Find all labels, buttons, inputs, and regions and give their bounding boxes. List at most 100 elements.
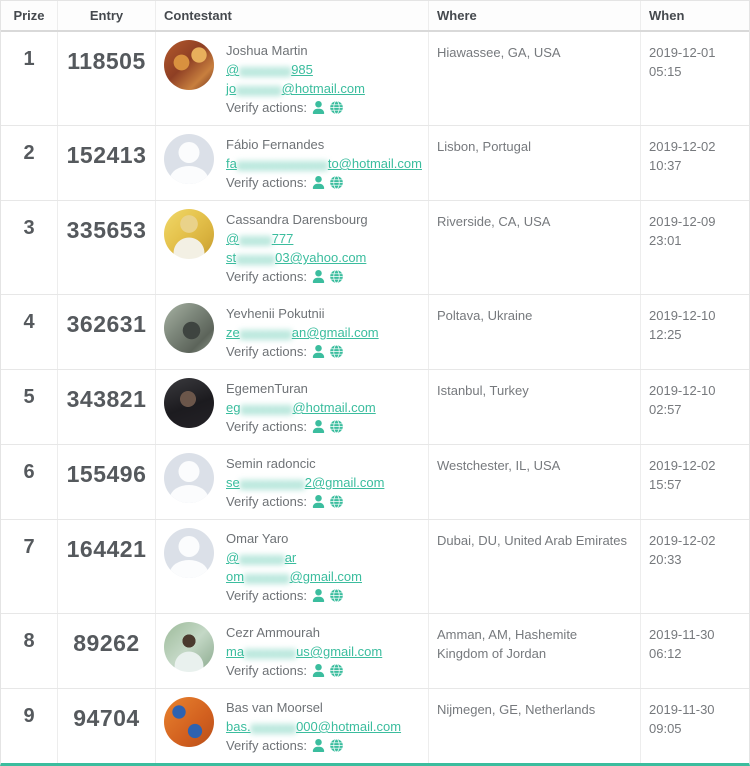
contestant-email-link[interactable]: joxxxxxxx@hotmail.com: [226, 79, 365, 98]
email-prefix: om: [226, 569, 245, 584]
contestant-handle-link[interactable]: @xxxxxxxar: [226, 548, 362, 567]
verify-actions-label: Verify actions:: [226, 663, 307, 678]
email-suffix: an@gmail.com: [291, 325, 379, 340]
contestant-email-link[interactable]: zexxxxxxxxan@gmail.com: [226, 323, 379, 342]
email-prefix: fa: [226, 156, 237, 171]
prize-number: 1: [1, 32, 58, 125]
when-cell: 2019-12-02 15:57: [649, 458, 716, 492]
contestant-name: Joshua Martin: [226, 43, 308, 58]
user-icon[interactable]: [312, 589, 325, 602]
contestant-email-link[interactable]: stxxxxxx03@yahoo.com: [226, 248, 368, 267]
avatar-placeholder: [164, 134, 214, 184]
email-suffix: 2@gmail.com: [304, 475, 385, 490]
table-body: 1 118505 Joshua Martin @xxxxxxxx985 joxx…: [1, 32, 749, 763]
entry-number: 155496: [58, 445, 156, 519]
globe-icon[interactable]: [330, 420, 343, 433]
contestant-cell: Cezr Ammourah maxxxxxxxxus@gmail.com Ver…: [156, 614, 429, 688]
entry-number: 94704: [58, 689, 156, 763]
email-redacted: xxxxxxxx: [240, 400, 293, 415]
placeholder-body: [170, 165, 208, 184]
verify-actions-label: Verify actions:: [226, 269, 307, 284]
prize-number: 8: [1, 614, 58, 688]
contestant-name: EgemenTuran: [226, 381, 308, 396]
user-icon[interactable]: [312, 270, 325, 283]
globe-icon[interactable]: [330, 176, 343, 189]
contestant-email-link[interactable]: bas.xxxxxxx000@hotmail.com: [226, 717, 401, 736]
contestant-cell: Yevhenii Pokutnii zexxxxxxxxan@gmail.com…: [156, 295, 429, 369]
email-redacted: xxxxxx: [236, 250, 276, 265]
email-suffix: us@gmail.com: [296, 644, 383, 659]
handle-suffix: ar: [284, 550, 297, 565]
email-suffix: @hotmail.com: [292, 400, 376, 415]
contestant-cell: EgemenTuran egxxxxxxxx@hotmail.com Verif…: [156, 370, 429, 444]
user-icon[interactable]: [312, 664, 325, 677]
globe-icon[interactable]: [330, 664, 343, 677]
email-redacted: xxxxxxxxxx: [239, 475, 305, 490]
contestant-name: Cassandra Darensbourg: [226, 212, 368, 227]
contestant-name: Semin radoncic: [226, 456, 316, 471]
avatar: [164, 622, 214, 672]
contestant-email-link[interactable]: sexxxxxxxxxx2@gmail.com: [226, 473, 384, 492]
avatar-placeholder: [164, 528, 214, 578]
avatar: [164, 40, 214, 90]
when-cell: 2019-12-02 10:37: [649, 139, 716, 173]
globe-icon[interactable]: [330, 345, 343, 358]
globe-icon[interactable]: [330, 739, 343, 752]
when-cell: 2019-11-30 06:12: [649, 627, 715, 661]
email-redacted: xxxxxxxx: [239, 325, 292, 340]
user-icon[interactable]: [312, 345, 325, 358]
globe-icon[interactable]: [330, 270, 343, 283]
contestant-email-link[interactable]: egxxxxxxxx@hotmail.com: [226, 398, 376, 417]
email-prefix: ma: [226, 644, 245, 659]
email-redacted: xxxxxxx: [236, 81, 282, 96]
contestant-name: Omar Yaro: [226, 531, 289, 546]
email-suffix: to@hotmail.com: [327, 156, 422, 171]
handle-suffix: 985: [291, 62, 313, 77]
contestant-handle-link[interactable]: @xxxxx777: [226, 229, 368, 248]
contestant-cell: Fábio Fernandes faxxxxxxxxxxxxxxto@hotma…: [156, 126, 429, 200]
avatar: [164, 209, 214, 259]
user-icon[interactable]: [312, 176, 325, 189]
contestant-email-link[interactable]: faxxxxxxxxxxxxxxto@hotmail.com: [226, 154, 422, 173]
entry-number: 118505: [58, 32, 156, 125]
contestant-name: Yevhenii Pokutnii: [226, 306, 325, 321]
user-icon[interactable]: [312, 495, 325, 508]
handle-redacted: xxxxx: [239, 231, 272, 246]
column-header-prize: Prize: [1, 1, 58, 30]
table-row: 6 155496 Semin radoncic sexxxxxxxxxx2@gm…: [1, 445, 749, 520]
table-row: 1 118505 Joshua Martin @xxxxxxxx985 joxx…: [1, 32, 749, 126]
when-cell: 2019-12-02 20:33: [649, 533, 716, 567]
prize-number: 5: [1, 370, 58, 444]
globe-icon[interactable]: [330, 495, 343, 508]
where-cell: Amman, AM, Hashemite Kingdom of Jordan: [429, 614, 641, 688]
contestant-email-link[interactable]: maxxxxxxxxus@gmail.com: [226, 642, 382, 661]
column-header-contestant: Contestant: [156, 1, 429, 30]
column-header-entry: Entry: [58, 1, 156, 30]
user-icon[interactable]: [312, 420, 325, 433]
contestant-name: Bas van Moorsel: [226, 700, 323, 715]
prize-number: 2: [1, 126, 58, 200]
contestant-handle-link[interactable]: @xxxxxxxx985: [226, 60, 365, 79]
handle-redacted: xxxxxxx: [239, 550, 285, 565]
prize-number: 4: [1, 295, 58, 369]
contestant-email-link[interactable]: omxxxxxxx@gmail.com: [226, 567, 362, 586]
globe-icon[interactable]: [330, 101, 343, 114]
table-row: 9 94704 Bas van Moorsel bas.xxxxxxx000@h…: [1, 689, 749, 763]
email-prefix: jo: [226, 81, 237, 96]
contestant-name: Fábio Fernandes: [226, 137, 325, 152]
avatar: [164, 303, 214, 353]
user-icon[interactable]: [312, 739, 325, 752]
handle-prefix: @: [226, 62, 240, 77]
when-cell: 2019-11-30 09:05: [649, 702, 715, 736]
prize-number: 3: [1, 201, 58, 294]
globe-icon[interactable]: [330, 589, 343, 602]
handle-prefix: @: [226, 231, 240, 246]
user-icon[interactable]: [312, 101, 325, 114]
where-cell: Hiawassee, GA, USA: [429, 32, 641, 125]
prize-number: 6: [1, 445, 58, 519]
table-row: 2 152413 Fábio Fernandes faxxxxxxxxxxxxx…: [1, 126, 749, 201]
avatar: [164, 378, 214, 428]
contestant-cell: Omar Yaro @xxxxxxxar omxxxxxxx@gmail.com…: [156, 520, 429, 613]
column-header-where: Where: [429, 1, 641, 30]
